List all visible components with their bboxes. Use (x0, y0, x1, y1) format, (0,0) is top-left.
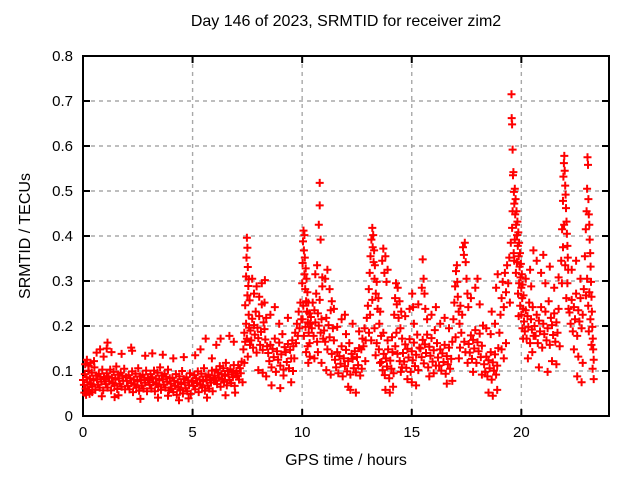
y-tick-label: 0.3 (52, 273, 73, 290)
x-tick-label: 5 (188, 424, 196, 441)
chart-title: Day 146 of 2023, SRMTID for receiver zim… (190, 13, 502, 30)
x-tick-label: 0 (79, 424, 87, 441)
data-points (79, 90, 598, 405)
x-axis-label: GPS time / hours (285, 452, 407, 469)
y-tick-label: 0.8 (52, 48, 73, 65)
y-tick-label: 0.6 (52, 138, 73, 155)
x-tick-label: 15 (403, 424, 420, 441)
y-tick-label: 0.2 (52, 318, 73, 335)
y-tick-label: 0.5 (52, 183, 73, 200)
y-tick-label: 0.7 (52, 93, 73, 110)
y-tick-label: 0.4 (52, 228, 73, 245)
x-tick-label: 20 (513, 424, 530, 441)
x-tick-label: 10 (294, 424, 311, 441)
y-tick-label: 0.1 (52, 363, 73, 380)
y-tick-label: 0 (65, 408, 73, 425)
